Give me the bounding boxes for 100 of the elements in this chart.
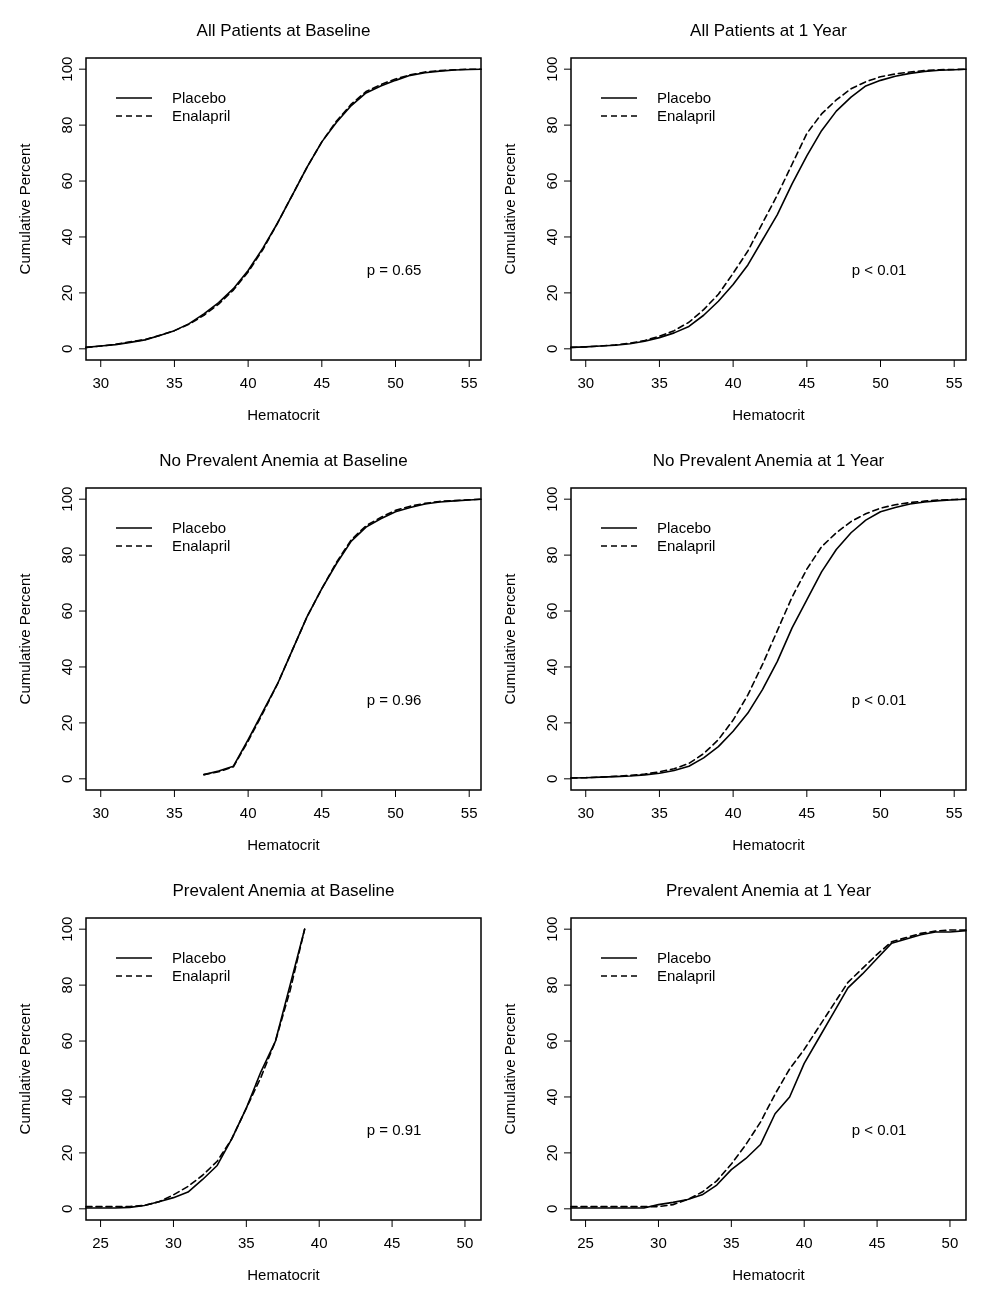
x-tick-label: 30 <box>165 1234 182 1251</box>
y-tick-label: 20 <box>543 284 560 302</box>
x-tick-label: 45 <box>868 1234 886 1251</box>
x-tick-label: 55 <box>460 804 478 821</box>
y-tick-label: 60 <box>543 602 560 620</box>
x-tick-label: 50 <box>387 804 404 821</box>
y-tick-label: 0 <box>543 344 560 353</box>
x-tick-label: 45 <box>383 1234 401 1251</box>
legend-label: Placebo <box>172 519 227 536</box>
x-axis-title: Hematocrit <box>732 406 806 423</box>
legend-label: Enalapril <box>172 537 231 554</box>
y-axis-title: Cumulative Percent <box>501 142 518 275</box>
y-tick-label: 80 <box>543 546 560 564</box>
x-tick-label: 30 <box>650 1234 667 1251</box>
legend-label: Placebo <box>172 949 227 966</box>
legend-label: Enalapril <box>172 967 231 984</box>
legend-label: Enalapril <box>657 107 716 124</box>
y-tick-label: 0 <box>58 774 75 783</box>
x-tick-label: 40 <box>239 374 257 391</box>
y-tick-label: 20 <box>58 714 75 732</box>
x-tick-label: 50 <box>872 804 889 821</box>
y-tick-label: 60 <box>543 1032 560 1050</box>
y-tick-label: 100 <box>543 486 560 512</box>
x-axis-title: Hematocrit <box>247 406 321 423</box>
annotation: p < 0.01 <box>851 1121 907 1139</box>
y-tick-label: 100 <box>58 916 75 942</box>
x-tick-label: 50 <box>941 1234 959 1251</box>
y-axis-title: Cumulative Percent <box>16 1002 33 1135</box>
x-tick-label: 35 <box>722 1234 740 1251</box>
legend-label: Placebo <box>172 89 227 106</box>
y-tick-label: 60 <box>58 1032 75 1050</box>
annotation: p = 0.91 <box>366 1121 422 1139</box>
x-tick-label: 50 <box>872 374 889 391</box>
x-tick-label: 25 <box>577 1234 594 1251</box>
y-tick-label: 100 <box>58 486 75 512</box>
y-tick-label: 20 <box>543 714 560 732</box>
annotation: p < 0.01 <box>851 691 907 709</box>
x-tick-label: 55 <box>460 374 478 391</box>
annotation: p = 0.65 <box>366 261 422 279</box>
y-tick-label: 0 <box>543 1204 560 1213</box>
y-tick-label: 60 <box>543 172 560 190</box>
x-tick-label: 30 <box>577 374 595 391</box>
x-tick-label: 35 <box>237 1234 255 1251</box>
y-tick-label: 40 <box>58 1088 75 1106</box>
x-axis-title: Hematocrit <box>732 1266 806 1283</box>
x-tick-label: 40 <box>724 374 742 391</box>
y-tick-label: 20 <box>543 1144 560 1162</box>
y-tick-label: 100 <box>543 916 560 942</box>
y-tick-label: 80 <box>58 116 75 134</box>
x-tick-label: 45 <box>313 374 331 391</box>
y-tick-label: 0 <box>58 344 75 353</box>
y-tick-label: 40 <box>543 1088 560 1106</box>
legend-label: Enalapril <box>657 967 716 984</box>
x-tick-label: 30 <box>92 374 110 391</box>
x-tick-label: 35 <box>651 804 668 821</box>
chart-title: No Prevalent Anemia at 1 Year <box>652 451 885 470</box>
x-tick-label: 55 <box>945 804 963 821</box>
legend-label: Placebo <box>657 89 712 106</box>
legend-label: Enalapril <box>172 107 231 124</box>
y-tick-label: 20 <box>58 1144 75 1162</box>
x-tick-label: 45 <box>313 804 331 821</box>
x-tick-label: 35 <box>166 374 183 391</box>
x-tick-label: 30 <box>577 804 595 821</box>
y-tick-label: 100 <box>543 56 560 82</box>
y-tick-label: 40 <box>58 658 75 676</box>
legend-label: Placebo <box>657 519 712 536</box>
x-tick-label: 40 <box>239 804 257 821</box>
x-tick-label: 45 <box>798 804 816 821</box>
x-tick-label: 35 <box>651 374 668 391</box>
y-tick-label: 40 <box>58 228 75 246</box>
chart-title: Prevalent Anemia at Baseline <box>172 881 395 900</box>
x-tick-label: 35 <box>166 804 183 821</box>
x-axis-title: Hematocrit <box>247 836 321 853</box>
y-axis-title: Cumulative Percent <box>16 572 33 705</box>
y-axis-title: Cumulative Percent <box>16 142 33 275</box>
x-tick-label: 40 <box>795 1234 813 1251</box>
annotation: p < 0.01 <box>851 261 907 279</box>
x-tick-label: 55 <box>945 374 963 391</box>
x-axis-title: Hematocrit <box>732 836 806 853</box>
chart-title: No Prevalent Anemia at Baseline <box>159 451 408 470</box>
x-tick-label: 50 <box>456 1234 474 1251</box>
y-tick-label: 80 <box>58 976 75 994</box>
x-tick-label: 45 <box>798 374 816 391</box>
annotation: p = 0.96 <box>366 691 422 709</box>
y-tick-label: 20 <box>58 284 75 302</box>
y-tick-label: 80 <box>543 976 560 994</box>
y-tick-label: 60 <box>58 602 75 620</box>
y-tick-label: 60 <box>58 172 75 190</box>
y-tick-label: 40 <box>543 658 560 676</box>
x-tick-label: 50 <box>387 374 404 391</box>
x-tick-label: 40 <box>310 1234 328 1251</box>
y-tick-label: 80 <box>58 546 75 564</box>
y-axis-title: Cumulative Percent <box>501 572 518 705</box>
y-tick-label: 80 <box>543 116 560 134</box>
x-tick-label: 25 <box>92 1234 109 1251</box>
chart-title: All Patients at Baseline <box>196 21 371 40</box>
y-tick-label: 0 <box>58 1204 75 1213</box>
chart-title: All Patients at 1 Year <box>690 21 848 40</box>
y-tick-label: 0 <box>543 774 560 783</box>
chart-title: Prevalent Anemia at 1 Year <box>665 881 872 900</box>
